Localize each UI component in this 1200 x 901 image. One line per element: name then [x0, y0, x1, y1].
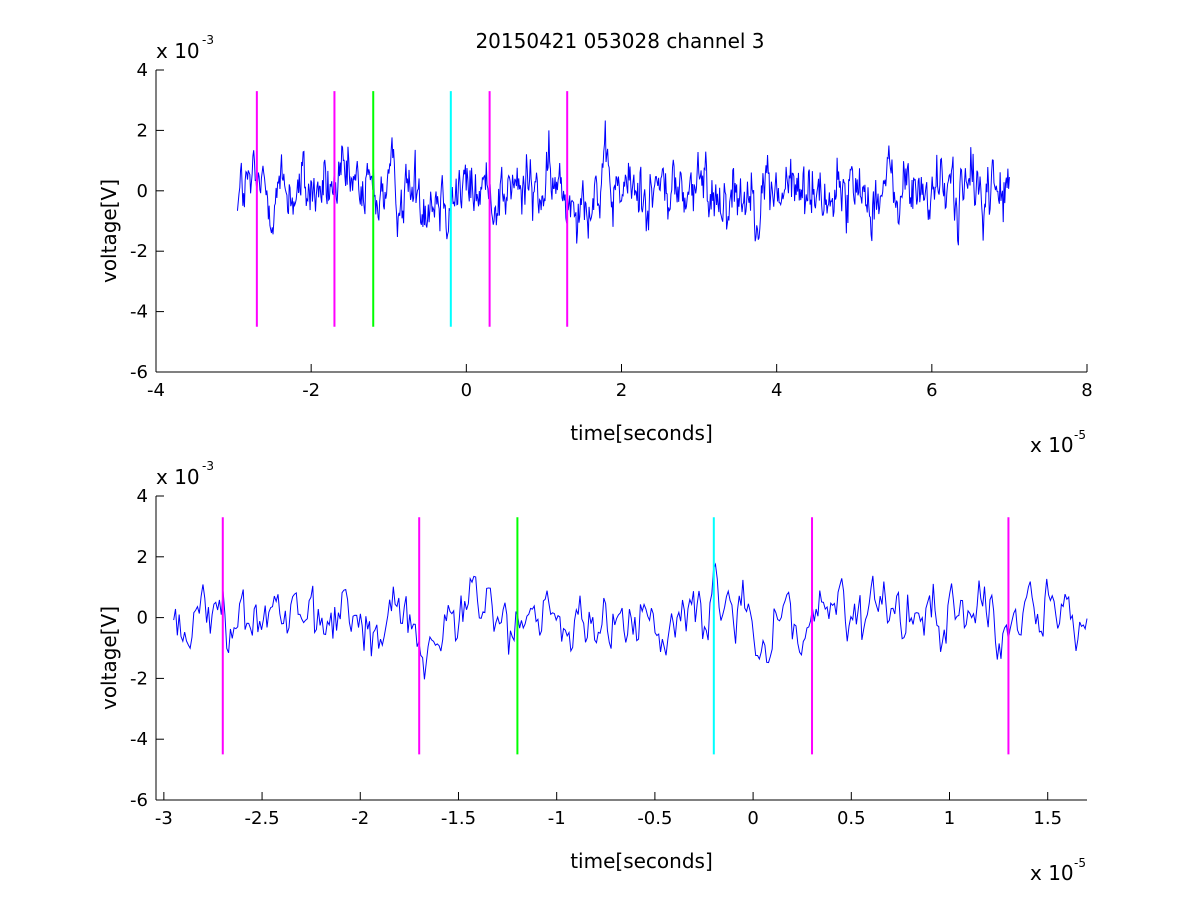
x-tick-label: 0 [747, 808, 758, 829]
x-tick-label: 1 [944, 808, 955, 829]
y-multiplier: x 10 [156, 465, 200, 489]
x-tick-label: 6 [926, 380, 937, 401]
voltage-trace [236, 120, 1010, 246]
x-axis-label: time[seconds] [570, 421, 713, 445]
x-tick-label: -0.5 [637, 808, 672, 829]
x-axis-label: time[seconds] [570, 849, 713, 873]
y-tick-label: 2 [137, 547, 148, 568]
x-tick-label: 0 [461, 380, 472, 401]
x-tick-label: -2 [302, 380, 320, 401]
x-tick-label: -1 [548, 808, 566, 829]
x-tick-label: -4 [147, 380, 165, 401]
x-exponent: -5 [1074, 856, 1086, 870]
x-exponent: -5 [1074, 428, 1086, 442]
x-tick-label: 1.5 [1033, 808, 1062, 829]
y-tick-label: -2 [130, 668, 148, 689]
y-exponent: -3 [202, 459, 214, 473]
y-tick-label: 2 [137, 120, 148, 141]
x-multiplier: x 10 [1030, 861, 1074, 885]
y-multiplier: x 10 [156, 39, 200, 63]
y-tick-label: -4 [130, 729, 148, 750]
y-tick-label: -6 [130, 362, 148, 383]
y-tick-label: 4 [137, 60, 148, 81]
x-tick-label: 4 [771, 380, 782, 401]
y-axis-label: voltage[V] [97, 606, 121, 710]
y-tick-label: -6 [130, 790, 148, 811]
y-axis-label: voltage[V] [97, 179, 121, 283]
x-tick-label: 2 [616, 380, 627, 401]
x-tick-label: 0.5 [837, 808, 866, 829]
x-multiplier: x 10 [1030, 433, 1074, 457]
y-tick-label: 0 [137, 181, 148, 202]
y-tick-label: 0 [137, 608, 148, 629]
figure-title: 20150421 053028 channel 3 [475, 29, 764, 53]
y-exponent: -3 [202, 33, 214, 47]
bottom-plot: -3 -2.5 -2 -1.5 -1 -0.5 0 0.5 1 1.5 -6 -4 -2 0 2 4 time[… [97, 459, 1088, 885]
x-tick-label: -1.5 [441, 808, 476, 829]
y-tick-label: -2 [130, 241, 148, 262]
x-tick-label: -2.5 [245, 808, 280, 829]
x-tick-label: -2 [351, 808, 369, 829]
voltage-trace [173, 562, 1088, 680]
x-tick-label: -3 [155, 808, 173, 829]
y-tick-label: -4 [130, 302, 148, 323]
top-plot: -4 -2 0 2 4 6 8-6-4-2024time[seconds]voltage[V… [97, 33, 1093, 457]
x-tick-label: 8 [1081, 380, 1092, 401]
y-tick-label: 4 [137, 486, 148, 507]
